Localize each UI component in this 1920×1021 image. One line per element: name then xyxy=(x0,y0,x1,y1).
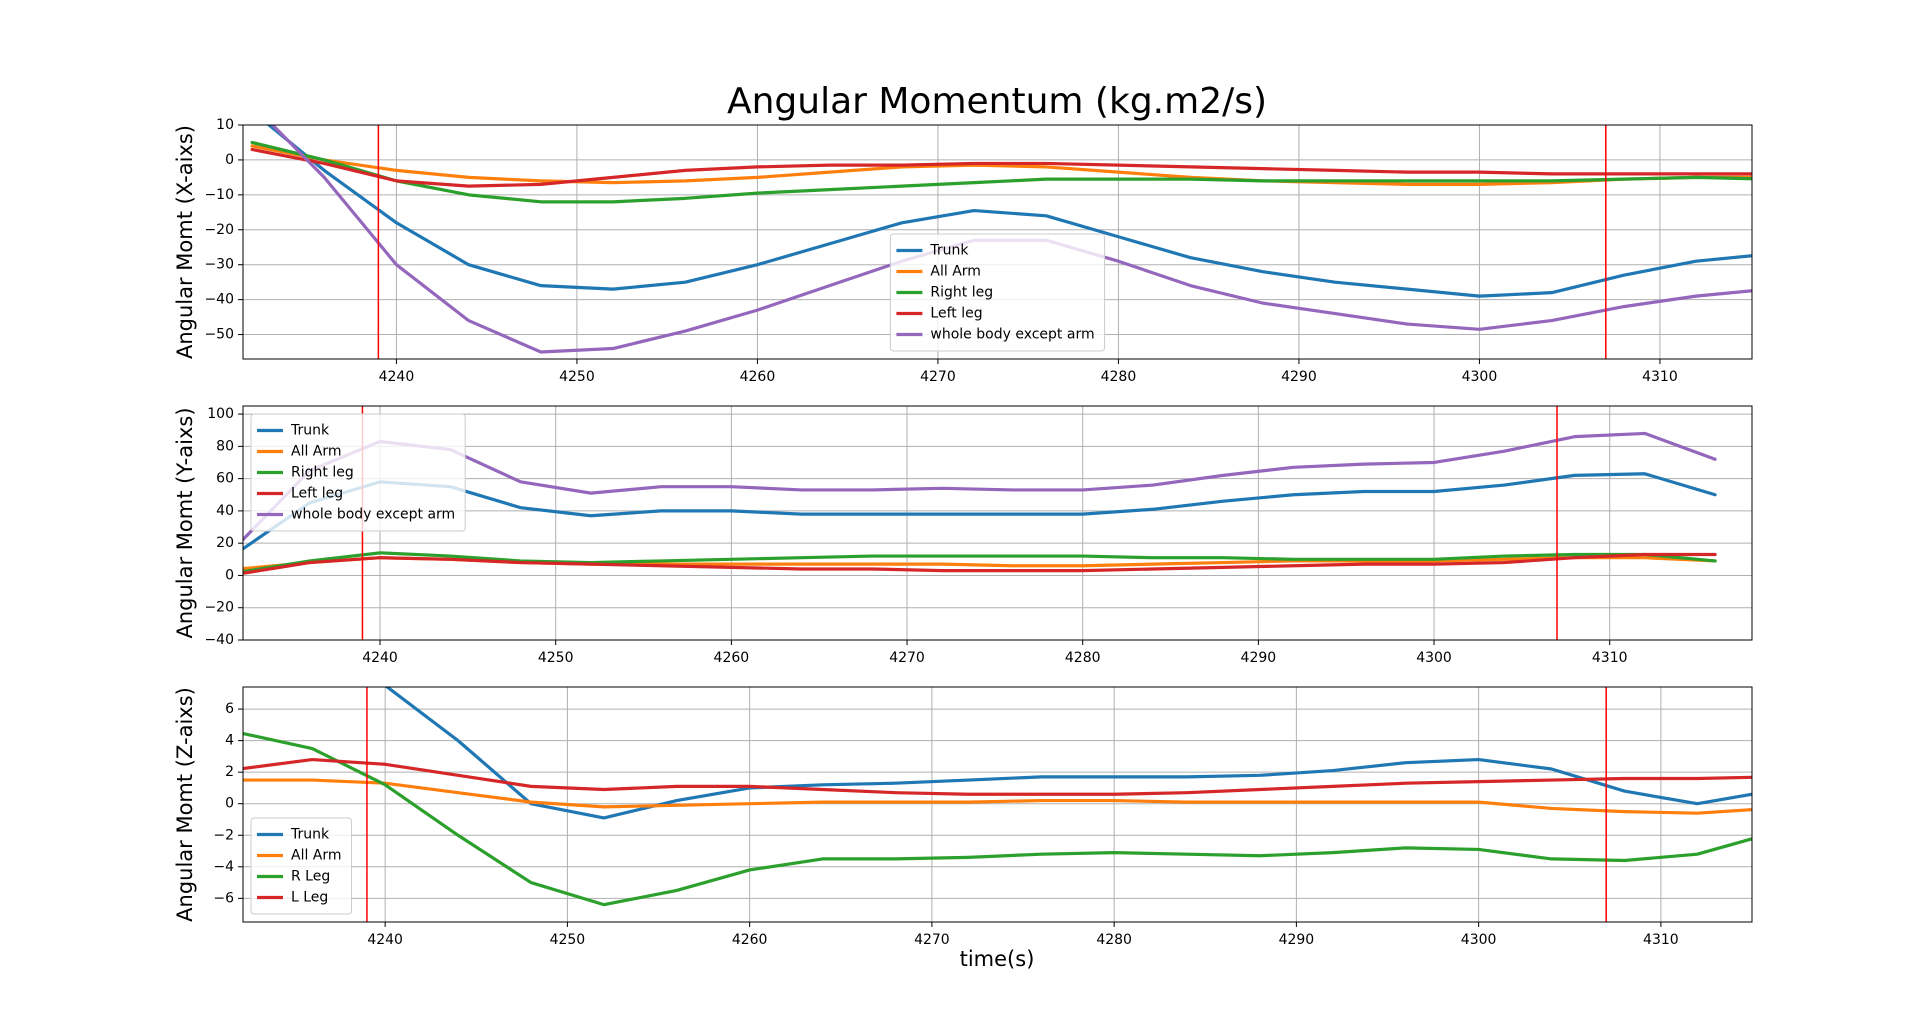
y-tick-label: −2 xyxy=(213,827,234,843)
legend-label: Right leg xyxy=(930,285,993,301)
plot-area xyxy=(243,687,1752,922)
legend-label: Trunk xyxy=(290,423,330,439)
x-tick-label: 4270 xyxy=(914,932,950,948)
legend-label: R Leg xyxy=(291,869,330,885)
legend-box xyxy=(889,233,1106,352)
y-tick-label: 4 xyxy=(225,733,234,749)
y-tick-label: −4 xyxy=(213,859,234,875)
y-tick-label: 10 xyxy=(216,117,234,133)
y-tick-label: 0 xyxy=(225,567,234,583)
data-line xyxy=(243,472,1717,551)
x-tick-label: 4260 xyxy=(740,369,776,385)
data-line xyxy=(250,140,1752,204)
y-tick-label: −30 xyxy=(204,257,234,273)
x-tick-label: 4300 xyxy=(1461,932,1497,948)
x-tick-label: 4310 xyxy=(1642,369,1678,385)
x-tick-label: 4310 xyxy=(1592,650,1628,666)
y-tick-label: 20 xyxy=(216,535,234,551)
legend-label: L Leg xyxy=(291,890,328,906)
x-tick-label: 4240 xyxy=(367,932,403,948)
axes-frame xyxy=(242,124,1753,360)
y-tick-label: −20 xyxy=(204,222,234,238)
x-tick-label: 4240 xyxy=(379,369,415,385)
x-tick-label: 4270 xyxy=(889,650,925,666)
legend-label: whole body except arm xyxy=(930,327,1094,343)
y-tick-label: 40 xyxy=(216,503,234,519)
y-tick-label: 80 xyxy=(216,438,234,454)
data-line xyxy=(250,147,1752,188)
x-tick-label: 4300 xyxy=(1416,650,1452,666)
y-tick-label: −6 xyxy=(213,890,234,906)
x-tick-label: 4290 xyxy=(1279,932,1315,948)
x-tick-label: 4290 xyxy=(1241,650,1277,666)
data-line xyxy=(384,687,1752,820)
data-line xyxy=(243,731,1752,907)
x-tick-label: 4250 xyxy=(559,369,595,385)
x-tick-label: 4280 xyxy=(1065,650,1101,666)
x-tick-label: 4260 xyxy=(732,932,768,948)
data-line xyxy=(266,125,1752,298)
legend: Trunk All Arm Right leg Left leg whole body … xyxy=(250,413,466,532)
legend-label: Right leg xyxy=(291,465,354,481)
y-tick-label: −40 xyxy=(204,292,234,308)
legend-label: whole body except arm xyxy=(291,507,455,523)
y-tick-label: 0 xyxy=(225,796,234,812)
legend-label: Trunk xyxy=(290,827,330,843)
legend-label: Left leg xyxy=(930,306,982,322)
y-axis-label: Angular Momt (X-aixs) xyxy=(173,125,197,359)
legend-label: Trunk xyxy=(929,243,969,259)
y-tick-label: −40 xyxy=(204,632,234,648)
y-axis-label: Angular Momt (Y-aixs) xyxy=(173,407,197,638)
data-line xyxy=(243,552,1717,575)
axes-frame xyxy=(242,686,1753,923)
legend-box xyxy=(250,817,353,915)
y-tick-label: 6 xyxy=(225,701,234,717)
y-tick-label: −50 xyxy=(204,327,234,343)
y-tick-label: −10 xyxy=(204,187,234,203)
data-line xyxy=(243,431,1717,542)
x-tick-label: 4300 xyxy=(1462,369,1498,385)
y-tick-label: 0 xyxy=(225,152,234,168)
chart-title: Angular Momentum (kg.m2/s) xyxy=(727,81,1267,122)
x-tick-label: 4280 xyxy=(1096,932,1132,948)
x-tick-label: 4260 xyxy=(714,650,750,666)
data-line xyxy=(243,551,1717,574)
x-axis-label: time(s) xyxy=(960,947,1035,971)
legend-label: Left leg xyxy=(291,486,343,502)
y-axis-label: Angular Momt (Z-aixs) xyxy=(173,687,197,922)
x-tick-label: 4280 xyxy=(1101,369,1137,385)
y-tick-label: 100 xyxy=(207,406,234,422)
x-tick-label: 4310 xyxy=(1643,932,1679,948)
y-tick-label: −20 xyxy=(204,600,234,616)
x-tick-label: 4270 xyxy=(920,369,956,385)
x-tick-label: 4240 xyxy=(362,650,398,666)
x-tick-label: 4250 xyxy=(550,932,586,948)
x-tick-label: 4250 xyxy=(538,650,574,666)
legend-label: All Arm xyxy=(291,444,342,460)
axes-frame xyxy=(242,405,1753,641)
legend-label: All Arm xyxy=(291,848,342,864)
legend: Trunk All Arm Right leg Left leg whole body … xyxy=(889,233,1106,352)
y-tick-label: 2 xyxy=(225,764,234,780)
legend-label: All Arm xyxy=(930,264,981,280)
legend-box xyxy=(250,413,466,532)
y-tick-label: 60 xyxy=(216,471,234,487)
data-line xyxy=(243,757,1752,796)
data-line xyxy=(243,778,1752,815)
x-tick-label: 4290 xyxy=(1281,369,1317,385)
legend: Trunk All Arm R Leg L Leg xyxy=(250,817,353,915)
plot-area xyxy=(250,125,1752,359)
data-line xyxy=(250,144,1752,186)
